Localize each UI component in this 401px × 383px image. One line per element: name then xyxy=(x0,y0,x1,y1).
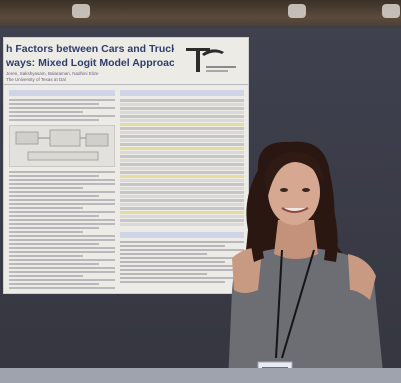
poster-left-column xyxy=(9,90,115,291)
poster-title-line1: h Factors between Cars and Trucks on xyxy=(6,43,174,55)
poster-section-header xyxy=(9,90,115,96)
poster-diagram xyxy=(9,125,115,167)
poster-author-names: Jeren, Sakshyasam, Balaraman, Nadhini El… xyxy=(6,71,99,76)
poster-right-column xyxy=(120,90,244,285)
poster-section-header xyxy=(120,232,244,238)
university-logo-icon xyxy=(186,48,236,72)
poster-authors: Jeren, Sakshyasam, Balaraman, Nadhini El… xyxy=(6,71,156,83)
research-poster: h Factors between Cars and Trucks on way… xyxy=(4,38,248,293)
poster-section-header xyxy=(120,90,244,96)
poster-results-table xyxy=(120,99,244,226)
poster-affiliation: The University of Texas at Dal xyxy=(6,77,66,82)
ceiling-light xyxy=(382,4,400,18)
ceiling xyxy=(0,0,401,30)
ceiling-light xyxy=(72,4,90,18)
presenter-person xyxy=(218,140,401,383)
poster-title-line2: ways: Mixed Logit Model Approach xyxy=(6,57,174,69)
ceiling-light xyxy=(288,4,306,18)
poster-title: h Factors between Cars and Trucks on way… xyxy=(6,42,174,70)
floor-strip xyxy=(0,368,401,383)
poster-divider xyxy=(4,84,248,85)
